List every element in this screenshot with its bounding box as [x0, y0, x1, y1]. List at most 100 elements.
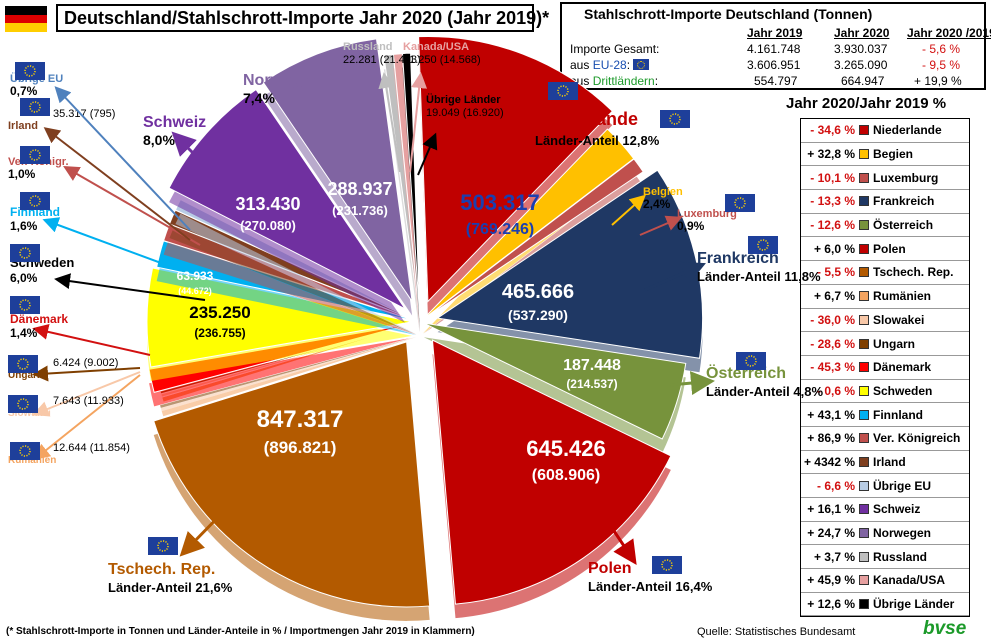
pie-slice-side: [161, 337, 417, 417]
eu-flag-icon: [10, 442, 40, 460]
legend-swatch: [859, 575, 869, 586]
callout-country-name: Dänemark: [10, 312, 68, 326]
callout-arrow: [32, 323, 151, 356]
change-row: - 6,6 % Übrige EU: [801, 474, 969, 498]
change-value: + 4342 %: [803, 454, 855, 469]
slice-prev-label: (102.023): [76, 361, 115, 371]
slice-value-label: 288.937: [327, 179, 392, 199]
summary-row-eu-prefix: aus: [570, 58, 593, 72]
slice-prev-label: (896.821): [264, 438, 337, 457]
change-country-name: Schweiz: [873, 502, 921, 517]
legend-swatch: [859, 338, 869, 349]
callout-country-name: Russland: [343, 41, 393, 53]
summary-row-eu-name: EU-28: [592, 58, 627, 72]
callout-share-label: Länder-Anteil 12,8%: [535, 133, 660, 148]
slice-prev-label: (214.537): [566, 377, 617, 391]
legend-swatch: [859, 599, 869, 610]
summary-row-total-label: Importe Gesamt:: [570, 42, 660, 56]
change-value: + 6,0 %: [813, 241, 855, 256]
eu-flag-icon: [548, 82, 578, 100]
callout-country-name: Norwegen: [243, 72, 320, 89]
slice-value-label: 313.430: [235, 194, 300, 214]
change-country-name: Dänemark: [873, 360, 932, 375]
change-value: + 32,8 %: [807, 147, 855, 162]
change-row: + 6,0 % Polen: [801, 237, 969, 262]
change-value: - 10,1 %: [810, 170, 855, 185]
callout-arrow: [639, 215, 683, 236]
change-row: - 0,6 % Schweden: [801, 380, 969, 404]
callout-share-value: 1,4%: [10, 326, 38, 340]
callout-share-value: 1,0%: [8, 167, 36, 181]
slice-value-label: 847.317: [257, 406, 344, 433]
pie-slice-side: [393, 67, 420, 333]
change-row: + 16,1 % Schweiz: [801, 498, 969, 522]
change-row: - 12,6 % Österreich: [801, 214, 969, 238]
pie-slice-side: [383, 68, 420, 333]
slice-prev-label: (44.672): [178, 286, 212, 296]
summary-row-third-change: + 19,9 %: [914, 74, 962, 88]
callout-arrow: [293, 81, 332, 141]
slice-prev-label: (236.755): [194, 326, 245, 340]
callout-share-value: 0,7%: [10, 84, 38, 98]
chart-title-text: Deutschland/Stahlschrott-Importe Jahr 20…: [64, 8, 550, 28]
slice-prev-label: (608.906): [532, 467, 601, 484]
eu-flag-icon: [20, 98, 50, 116]
callout-arrow: [417, 132, 438, 176]
legend-swatch: [859, 551, 869, 562]
change-value: + 6,7 %: [813, 289, 855, 304]
callout-share-label: Länder-Anteil 16,4%: [588, 579, 713, 594]
callout-arrow: [32, 365, 141, 382]
change-row: + 43,1 % Finnland: [801, 403, 969, 427]
eu-flag-icon: [8, 395, 38, 413]
legend-swatch: [859, 220, 869, 231]
change-country-name: Ver. Königreich: [873, 431, 961, 446]
bvse-logo: bvse: [923, 618, 967, 639]
callout-arrow: [179, 503, 232, 557]
change-row: - 34,6 % Niederlande: [801, 119, 969, 143]
callout-share-value: 7,4%: [243, 90, 275, 106]
change-country-name: Rumänien: [873, 289, 932, 304]
callout-arrow: [644, 261, 706, 292]
eu-flag-icon: [10, 296, 40, 314]
change-country-name: Österreich: [873, 218, 934, 233]
legend-swatch: [859, 362, 869, 373]
change-row: - 13,3 % Frankreich: [801, 190, 969, 214]
summary-row-total-2019: 4.161.748: [747, 42, 801, 56]
eu-flag-icon: [148, 537, 178, 555]
chart-title: Deutschland/Stahlschrott-Importe Jahr 20…: [56, 4, 549, 32]
callout-share-value: 8,0%: [143, 132, 175, 148]
change-value: + 3,7 %: [813, 549, 855, 564]
callout-arrow: [378, 72, 401, 173]
callout-arrow: [54, 86, 191, 231]
change-table-title: Jahr 2020/Jahr 2019 %: [786, 95, 947, 112]
legend-swatch: [859, 528, 869, 539]
pie-slice: [168, 88, 406, 310]
change-country-name: Polen: [873, 241, 906, 256]
change-value: - 34,6 %: [810, 123, 855, 138]
eu-flag-icon: [633, 59, 650, 70]
callout-value: 19.049 (16.920): [426, 107, 504, 119]
change-row: - 5,5 % Tschech. Rep.: [801, 261, 969, 285]
change-value: - 12,6 %: [810, 218, 855, 233]
summary-row-third-2019: 554.797: [754, 74, 798, 88]
change-country-name: Norwegen: [873, 526, 932, 541]
change-country-name: Übrige EU: [873, 478, 932, 493]
eu-flag-icon: [15, 62, 45, 80]
callout-value: 6.424 (9.002): [53, 357, 118, 369]
slice-prev-label: (769.246): [466, 221, 535, 238]
pie-slice: [401, 52, 421, 319]
callout-arrow: [33, 374, 141, 460]
change-country-name: Ungarn: [873, 336, 915, 351]
change-row: + 12,6 % Übrige Länder: [801, 593, 969, 617]
change-row: + 4342 % Irland: [801, 451, 969, 475]
change-value: - 28,6 %: [810, 336, 855, 351]
legend-swatch: [859, 243, 869, 254]
pie-slice-side: [149, 338, 411, 407]
source-note: Quelle: Statistisches Bundesamt: [697, 626, 856, 638]
callout-share-value: 0,9%: [677, 219, 705, 233]
pie-slice: [422, 158, 644, 321]
summary-row-eu-change: - 9,5 %: [922, 58, 961, 72]
callout-share-label: Länder-Anteil 21,6%: [108, 580, 233, 595]
legend-swatch: [859, 149, 869, 160]
